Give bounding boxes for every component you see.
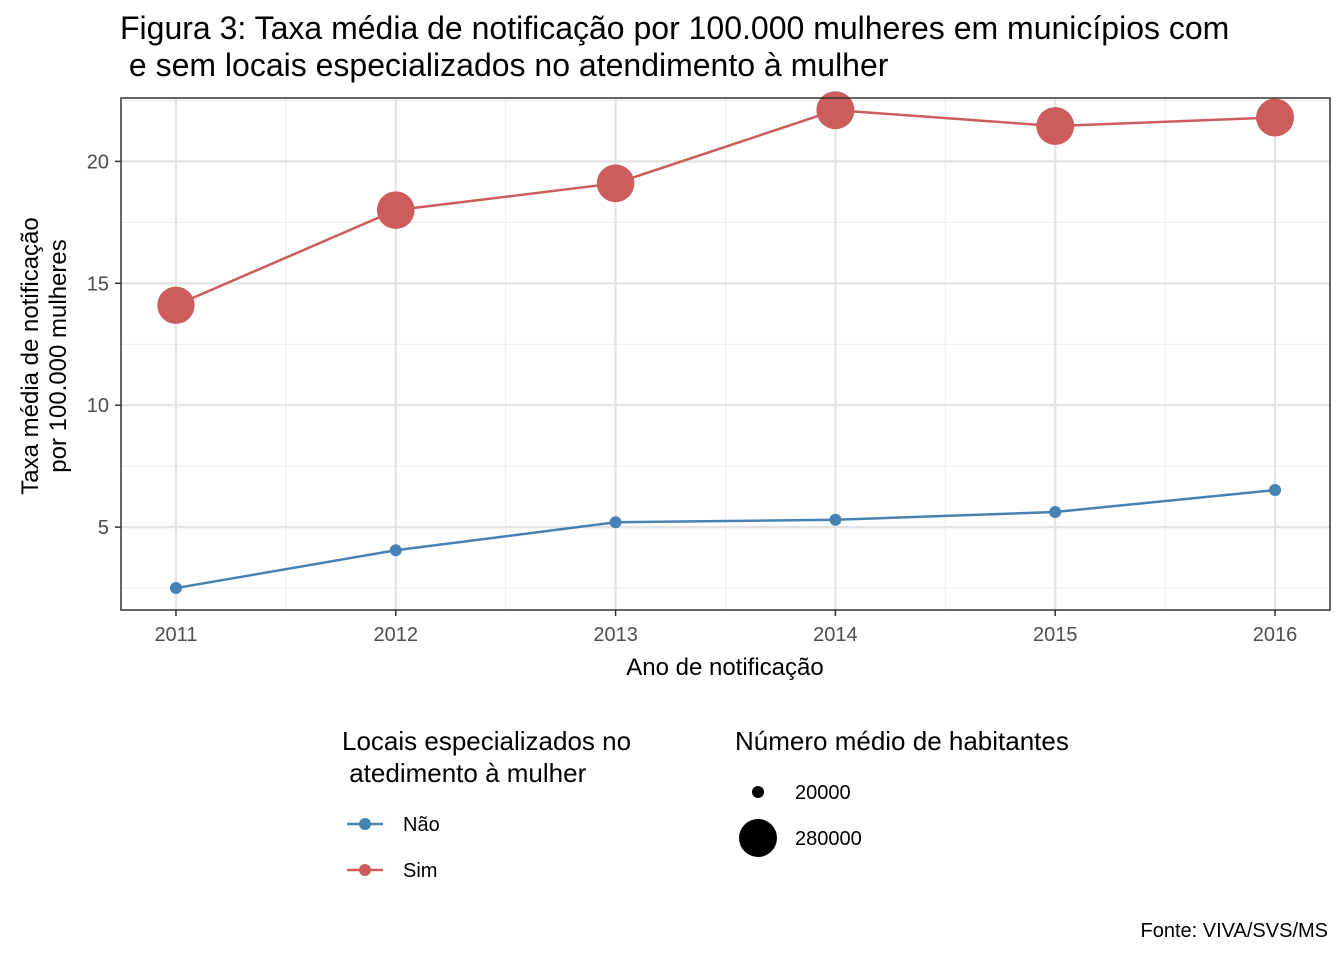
data-point bbox=[1036, 107, 1075, 145]
y-axis: 5 10 15 20 bbox=[87, 151, 121, 539]
x-tick-label: 2013 bbox=[593, 624, 638, 646]
size-legend-point bbox=[739, 819, 777, 857]
x-tick-label: 2014 bbox=[813, 624, 858, 646]
grid-major bbox=[121, 98, 1330, 610]
chart-caption: Fonte: VIVA/SVS/MS bbox=[1141, 920, 1328, 942]
size-legend-label: 280000 bbox=[795, 828, 862, 850]
data-point bbox=[157, 286, 195, 324]
legend-size: Número médio de habitantes 20000 280000 bbox=[735, 726, 1069, 857]
y-tick-label: 15 bbox=[87, 273, 109, 295]
data-point bbox=[1049, 505, 1062, 518]
chart-title-line-2: e sem locais especializados no atendimen… bbox=[120, 47, 889, 83]
series-points bbox=[157, 91, 1294, 595]
legend-color-title-line-1: Locais especializados no bbox=[342, 726, 631, 756]
grid-minor bbox=[121, 98, 1330, 610]
y-axis-title-line-2: por 100.000 mulheres bbox=[45, 239, 72, 472]
y-tick-label: 10 bbox=[87, 395, 109, 417]
legend-color: Locais especializados no atedimento à mu… bbox=[342, 726, 631, 882]
plot-border bbox=[120, 97, 1331, 611]
data-point bbox=[596, 164, 635, 203]
y-tick-label: 5 bbox=[98, 517, 109, 539]
x-axis-title: Ano de notificação bbox=[626, 654, 823, 681]
y-tick-label: 20 bbox=[87, 151, 109, 173]
legend-size-title: Número médio de habitantes bbox=[735, 726, 1069, 756]
legend-label: Não bbox=[403, 814, 440, 836]
data-point bbox=[829, 513, 842, 526]
data-point bbox=[816, 91, 855, 130]
series-line-sim bbox=[175, 108, 1276, 307]
x-tick-label: 2016 bbox=[1253, 624, 1298, 646]
data-point bbox=[609, 516, 622, 529]
data-point bbox=[376, 191, 415, 229]
series-lines bbox=[175, 108, 1276, 590]
data-point bbox=[1269, 484, 1282, 497]
legend-size-keys: 20000 280000 bbox=[739, 782, 862, 857]
legend-label: Sim bbox=[403, 860, 437, 882]
legend-color-keys: Não Sim bbox=[347, 814, 440, 882]
legend-color-title-line-2: atedimento à mulher bbox=[342, 758, 587, 788]
x-tick-label: 2011 bbox=[154, 624, 197, 646]
chart-title-line-1: Figura 3: Taxa média de notificação por … bbox=[120, 10, 1229, 46]
size-legend-label: 20000 bbox=[795, 782, 851, 804]
data-point bbox=[1256, 98, 1294, 137]
data-point bbox=[389, 544, 402, 557]
x-axis: 2011 2012 2013 2014 2015 2016 bbox=[154, 610, 1297, 646]
y-axis-title-line-1: Taxa média de notificação bbox=[17, 217, 44, 495]
legend-key-point bbox=[359, 864, 371, 876]
data-point bbox=[169, 582, 182, 595]
x-tick-label: 2015 bbox=[1033, 624, 1078, 646]
legend-key-point bbox=[359, 818, 371, 830]
series-line-n-o bbox=[175, 488, 1276, 590]
x-tick-label: 2012 bbox=[374, 624, 419, 646]
y-axis-title: Taxa média de notificação por 100.000 mu… bbox=[17, 217, 72, 495]
size-legend-point bbox=[752, 786, 764, 798]
plot-area bbox=[120, 91, 1331, 611]
